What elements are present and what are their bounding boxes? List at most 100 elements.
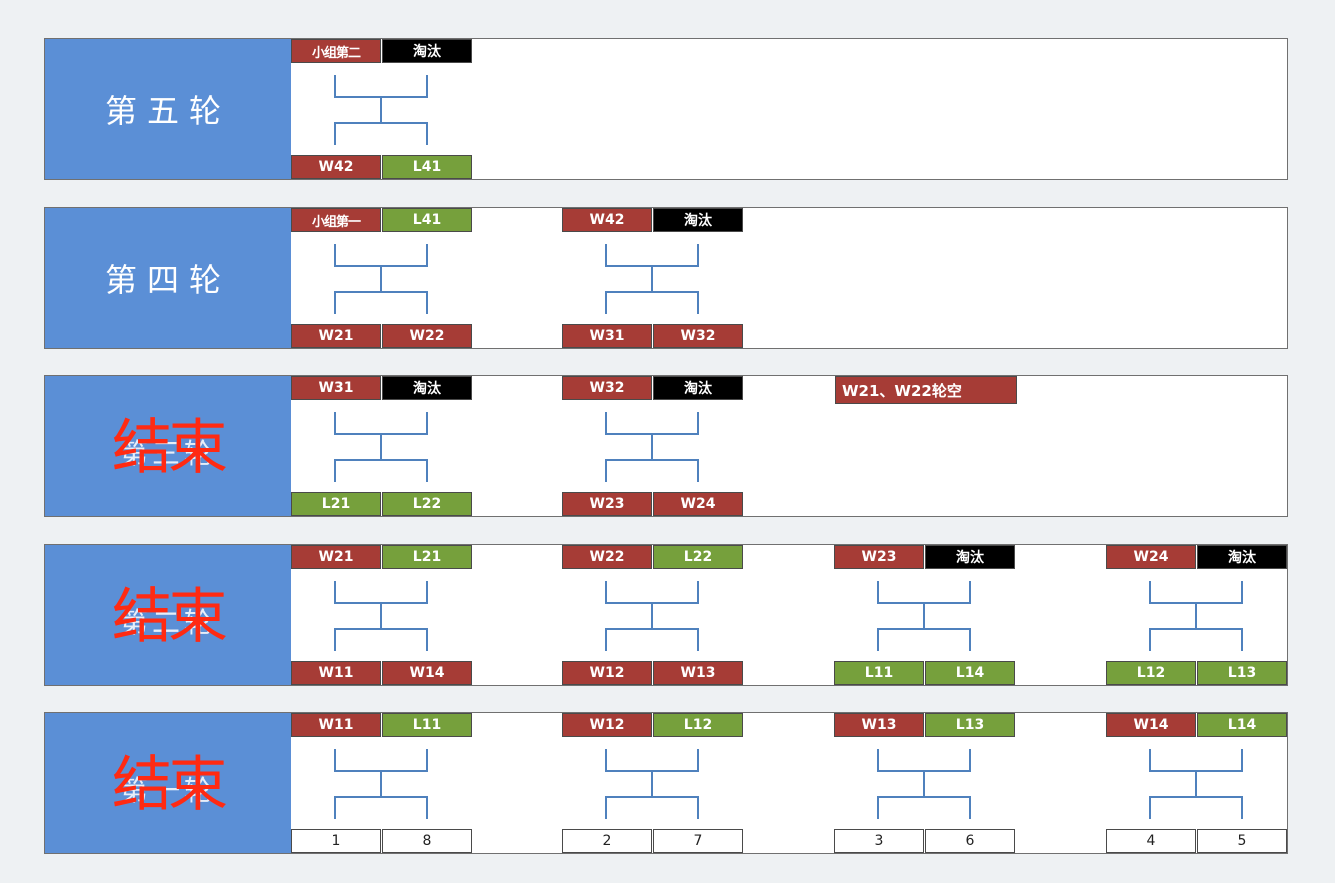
lower-bracket-line bbox=[334, 459, 428, 482]
lower-bracket-line bbox=[605, 291, 699, 314]
finished-stamp: 结束 bbox=[112, 413, 228, 484]
entry-slot: 5 bbox=[1197, 829, 1287, 853]
round-name: 第三轮 bbox=[119, 437, 216, 470]
result-slot: W12 bbox=[562, 713, 652, 737]
lower-bracket-line bbox=[605, 459, 699, 482]
entry-slot: 4 bbox=[1106, 829, 1196, 853]
result-slot: W42 bbox=[562, 208, 652, 232]
upper-bracket-line bbox=[334, 244, 428, 292]
finished-stamp: 结束 bbox=[112, 750, 228, 821]
match-2: W12 L12 2 7 bbox=[562, 713, 743, 853]
entry-slot: L13 bbox=[1197, 661, 1287, 685]
entry-slot: W24 bbox=[653, 492, 743, 516]
entry-slot: W21 bbox=[291, 324, 381, 348]
upper-bracket-line bbox=[1149, 749, 1243, 797]
round-1-label: 第一轮 结束 bbox=[45, 713, 291, 853]
result-slot: W13 bbox=[834, 713, 924, 737]
lower-bracket-line bbox=[334, 291, 428, 314]
match-4: W24 淘汰 L12 L13 bbox=[1106, 545, 1287, 685]
match-2: W42 淘汰 W31 W32 bbox=[562, 208, 743, 348]
entry-slot: L11 bbox=[834, 661, 924, 685]
round-3-panel: 第三轮 结束 W31 淘汰 L21 L22 W32 淘汰 W23 W24 W21、W22轮空 bbox=[44, 375, 1288, 517]
match-1: W31 淘汰 L21 L22 bbox=[291, 376, 472, 516]
match-1: W11 L11 1 8 bbox=[291, 713, 472, 853]
result-slot: L41 bbox=[382, 208, 472, 232]
upper-bracket-line bbox=[334, 581, 428, 629]
entry-slot: 3 bbox=[834, 829, 924, 853]
entry-slot: L12 bbox=[1106, 661, 1196, 685]
result-slot: 淘汰 bbox=[925, 545, 1015, 569]
entry-slot: 7 bbox=[653, 829, 743, 853]
result-slot: 淘汰 bbox=[382, 376, 472, 400]
entry-slot: W13 bbox=[653, 661, 743, 685]
lower-bracket-line bbox=[1149, 796, 1243, 819]
lower-bracket-line bbox=[334, 628, 428, 651]
result-slot: 淘汰 bbox=[653, 376, 743, 400]
entry-slot: L22 bbox=[382, 492, 472, 516]
result-slot: L21 bbox=[382, 545, 472, 569]
result-slot: W14 bbox=[1106, 713, 1196, 737]
match-4: W14 L14 4 5 bbox=[1106, 713, 1287, 853]
bracket-connector bbox=[334, 75, 428, 145]
result-slot: L11 bbox=[382, 713, 472, 737]
lower-bracket-line bbox=[605, 796, 699, 819]
bracket-connector bbox=[877, 749, 971, 819]
bracket-connector bbox=[605, 581, 699, 651]
entry-slot: W31 bbox=[562, 324, 652, 348]
result-slot: W32 bbox=[562, 376, 652, 400]
lower-bracket-line bbox=[605, 628, 699, 651]
entry-slot: 1 bbox=[291, 829, 381, 853]
lower-bracket-line bbox=[1149, 628, 1243, 651]
round-4-panel: 第四轮 小组第一 L41 W21 W22 W42 淘汰 W31 W32 bbox=[44, 207, 1288, 349]
match-1: 小组第二 淘汰 W42 L41 bbox=[291, 39, 472, 179]
upper-bracket-line bbox=[605, 749, 699, 797]
upper-bracket-line bbox=[605, 412, 699, 460]
round-2-label: 第二轮 结束 bbox=[45, 545, 291, 685]
entry-slot: L41 bbox=[382, 155, 472, 179]
entry-slot: W32 bbox=[653, 324, 743, 348]
result-slot: L12 bbox=[653, 713, 743, 737]
round-5-panel: 第五轮 小组第二 淘汰 W42 L41 bbox=[44, 38, 1288, 180]
upper-bracket-line bbox=[334, 75, 428, 123]
entry-slot: W14 bbox=[382, 661, 472, 685]
upper-bracket-line bbox=[334, 749, 428, 797]
round-name: 第一轮 bbox=[119, 774, 216, 807]
match-3: W23 淘汰 L11 L14 bbox=[834, 545, 1015, 685]
match-2: W22 L22 W12 W13 bbox=[562, 545, 743, 685]
result-slot: W31 bbox=[291, 376, 381, 400]
entry-slot: W42 bbox=[291, 155, 381, 179]
result-slot: W11 bbox=[291, 713, 381, 737]
round-2-panel: 第二轮 结束 W21 L21 W11 W14 W22 L22 W12 W13 W23 淘汰 L11 L14… bbox=[44, 544, 1288, 686]
entry-slot: 6 bbox=[925, 829, 1015, 853]
entry-slot: W22 bbox=[382, 324, 472, 348]
lower-bracket-line bbox=[877, 628, 971, 651]
result-slot: W24 bbox=[1106, 545, 1196, 569]
round-3-label: 第三轮 结束 bbox=[45, 376, 291, 516]
entry-slot: 2 bbox=[562, 829, 652, 853]
match-1: 小组第一 L41 W21 W22 bbox=[291, 208, 472, 348]
upper-bracket-line bbox=[605, 244, 699, 292]
match-3: W13 L13 3 6 bbox=[834, 713, 1015, 853]
lower-bracket-line bbox=[334, 796, 428, 819]
bracket-connector bbox=[877, 581, 971, 651]
bye-note: W21、W22轮空 bbox=[835, 376, 1017, 404]
round-4-label: 第四轮 bbox=[45, 208, 291, 348]
bracket-connector bbox=[1149, 581, 1243, 651]
entry-slot: W12 bbox=[562, 661, 652, 685]
entry-slot: 8 bbox=[382, 829, 472, 853]
result-slot: W21 bbox=[291, 545, 381, 569]
upper-bracket-line bbox=[334, 412, 428, 460]
entry-slot: L14 bbox=[925, 661, 1015, 685]
lower-bracket-line bbox=[334, 122, 428, 145]
entry-slot: L21 bbox=[291, 492, 381, 516]
upper-bracket-line bbox=[877, 749, 971, 797]
upper-bracket-line bbox=[877, 581, 971, 629]
round-1-panel: 第一轮 结束 W11 L11 1 8 W12 L12 2 7 W13 L13 3 6 W14 L14 4 5 bbox=[44, 712, 1288, 854]
result-slot: W23 bbox=[834, 545, 924, 569]
bracket-connector bbox=[334, 581, 428, 651]
match-1: W21 L21 W11 W14 bbox=[291, 545, 472, 685]
match-2: W32 淘汰 W23 W24 bbox=[562, 376, 743, 516]
bracket-connector bbox=[334, 244, 428, 314]
result-slot: L14 bbox=[1197, 713, 1287, 737]
result-slot: 小组第二 bbox=[291, 39, 381, 63]
